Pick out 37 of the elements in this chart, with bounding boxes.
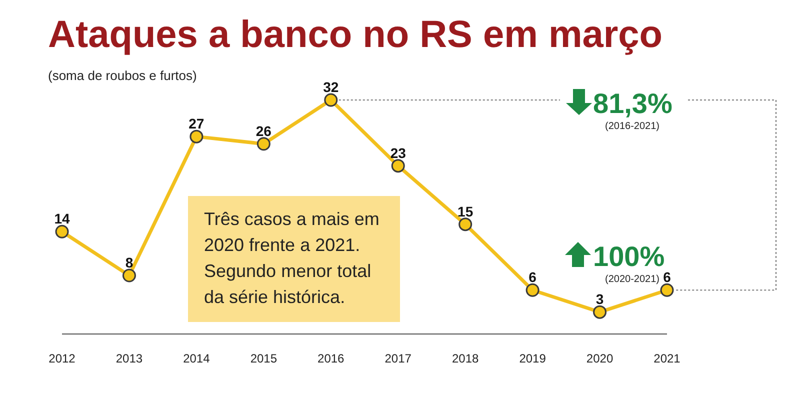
x-tick-label: 2016 bbox=[318, 352, 345, 366]
point bbox=[391, 159, 405, 173]
x-tick-label: 2013 bbox=[116, 352, 143, 366]
point bbox=[122, 268, 136, 282]
point bbox=[660, 283, 674, 297]
point bbox=[458, 218, 472, 232]
data-label: 8 bbox=[125, 254, 134, 270]
x-tick-label: 2019 bbox=[519, 352, 546, 366]
chart-subtitle: (soma de roubos e furtos) bbox=[48, 68, 197, 83]
chart-title: Ataques a banco no RS em março bbox=[48, 14, 662, 57]
annotation: 81,3% bbox=[593, 88, 672, 120]
x-tick-label: 2014 bbox=[183, 352, 210, 366]
data-label: 14 bbox=[54, 210, 70, 227]
x-tick-label: 2018 bbox=[452, 352, 480, 366]
x-tick-label: 2015 bbox=[250, 352, 278, 366]
point bbox=[256, 137, 270, 151]
data-label: 32 bbox=[323, 79, 339, 95]
annotation: (2020-2021) bbox=[605, 274, 660, 285]
x-tick-label: 2021 bbox=[654, 352, 681, 366]
annotation: (2016-2021) bbox=[605, 121, 660, 132]
data-label: 23 bbox=[390, 144, 406, 161]
point bbox=[324, 93, 338, 107]
data-label: 27 bbox=[188, 116, 204, 132]
data-label: 3 bbox=[596, 291, 604, 308]
annotation: 100% bbox=[593, 241, 665, 272]
x-tick-label: 2017 bbox=[384, 352, 412, 366]
point bbox=[593, 305, 607, 319]
x-tick-label: 2012 bbox=[48, 352, 76, 366]
data-label: 6 bbox=[528, 269, 537, 286]
data-label: 6 bbox=[663, 269, 672, 286]
x-tick-label: 2020 bbox=[586, 352, 614, 366]
point bbox=[526, 283, 540, 297]
data-label: 26 bbox=[256, 122, 272, 139]
data-label: 15 bbox=[458, 203, 474, 220]
annotation: Três casos a mais em 2020 frente a 2021. Segundo menor total da série histórica. bbox=[188, 196, 400, 322]
point bbox=[55, 224, 69, 238]
point bbox=[190, 130, 204, 144]
